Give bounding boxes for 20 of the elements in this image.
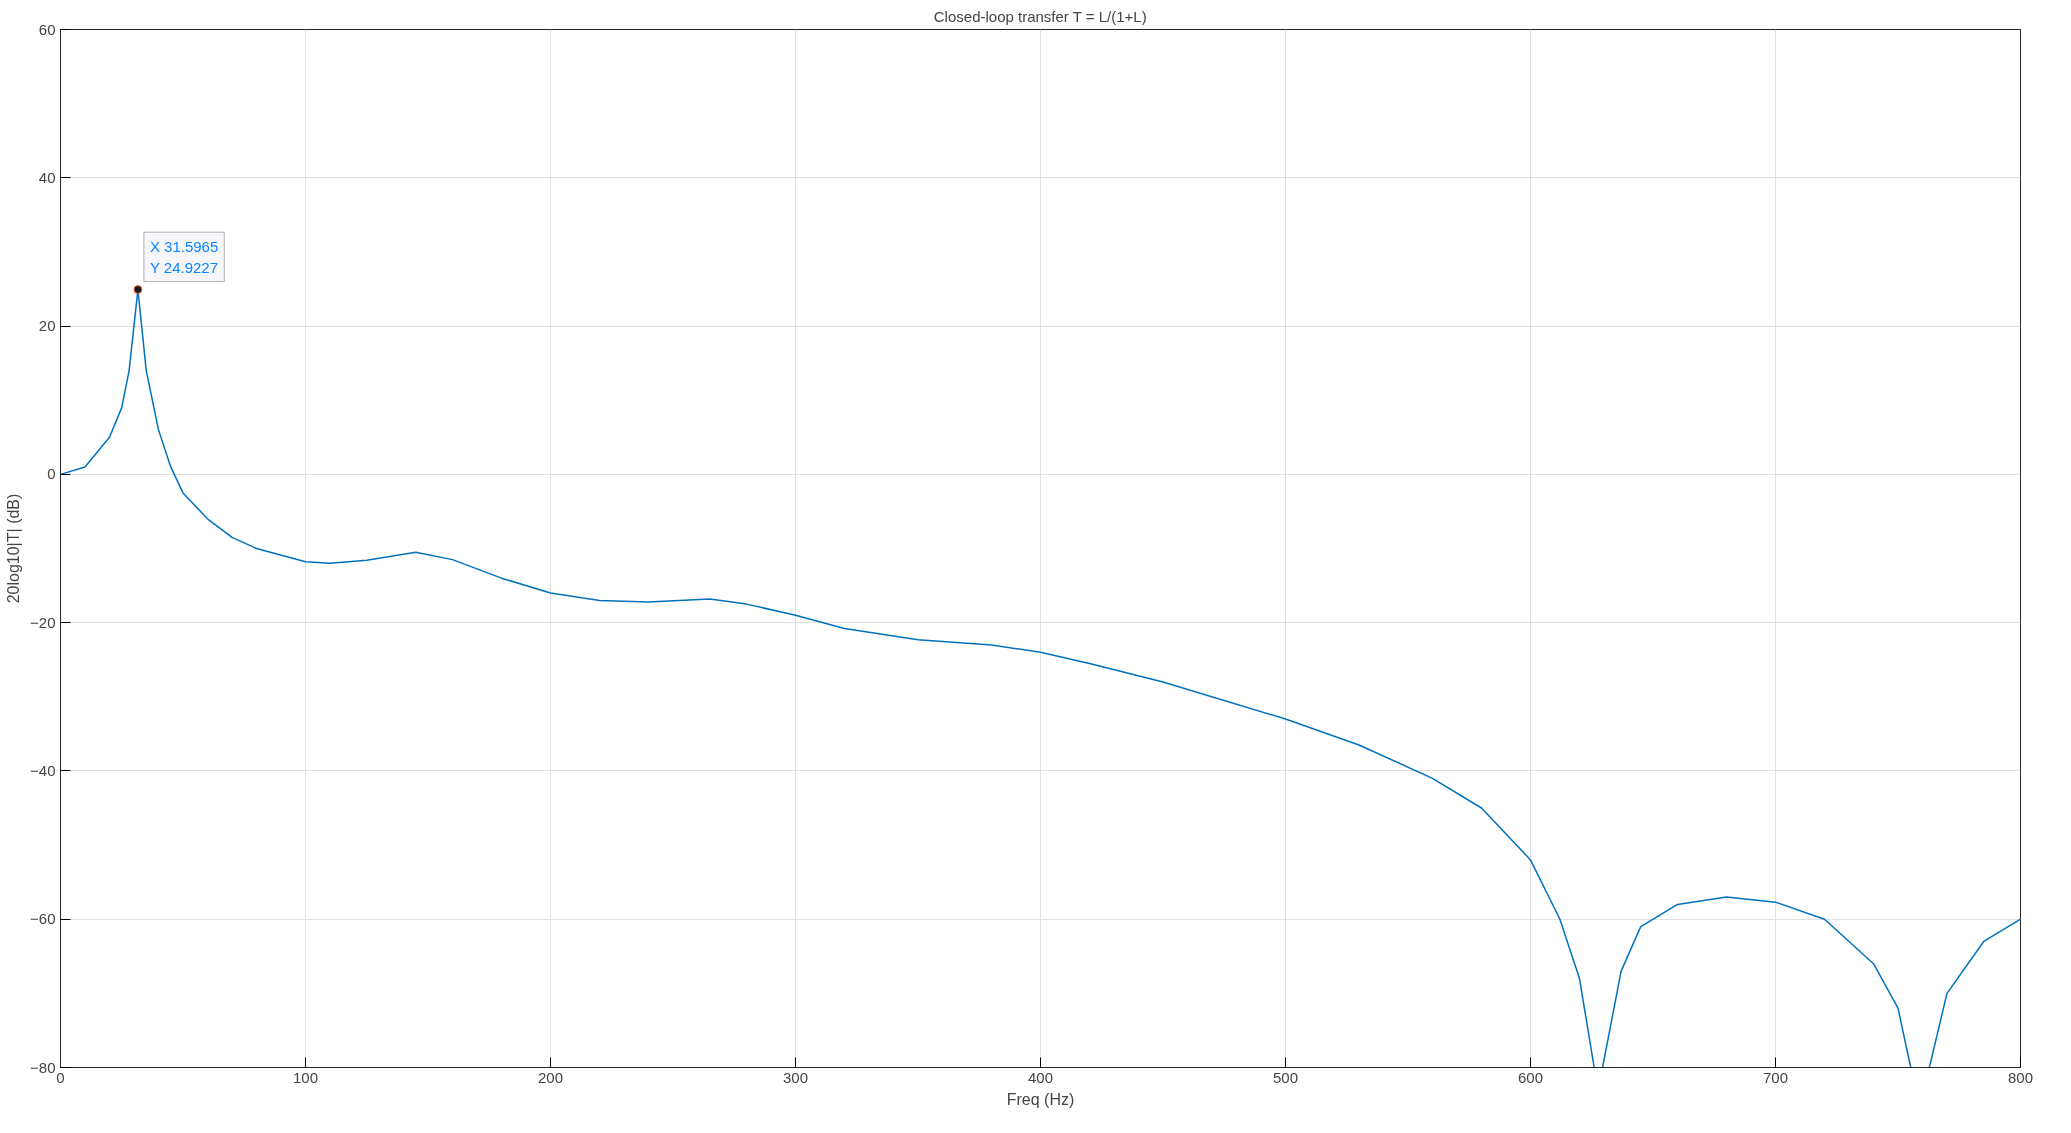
y-axis-title: 20log10|T| (dB) [5,493,23,604]
x-tick-label: 600 [1517,1068,1544,1086]
y-tick-label: 0 [47,465,56,483]
y-tick-label: 20 [38,317,56,335]
x-tick-label: 100 [292,1068,319,1086]
x-axis-title: Freq (Hz) [1006,1090,1075,1108]
x-tick-label: 800 [2007,1068,2034,1086]
y-tick-label: −80 [30,1058,56,1076]
y-tick-label: −20 [30,613,56,631]
x-tick-label: 400 [1027,1068,1054,1086]
x-tick-label: 500 [1272,1068,1299,1086]
y-tick-label: −60 [30,910,56,928]
x-tick-label: 700 [1762,1068,1789,1086]
x-tick-label: 300 [782,1068,809,1086]
annotation: X 31.5965 Y 24.9227 [149,238,219,276]
chart-title: Closed-loop transfer T = L/(1+L) [933,7,1147,25]
y-tick-label: 60 [38,20,56,38]
x-tick-label: 200 [537,1068,564,1086]
y-tick-label: −40 [30,761,56,779]
y-tick-label: 40 [38,168,56,186]
